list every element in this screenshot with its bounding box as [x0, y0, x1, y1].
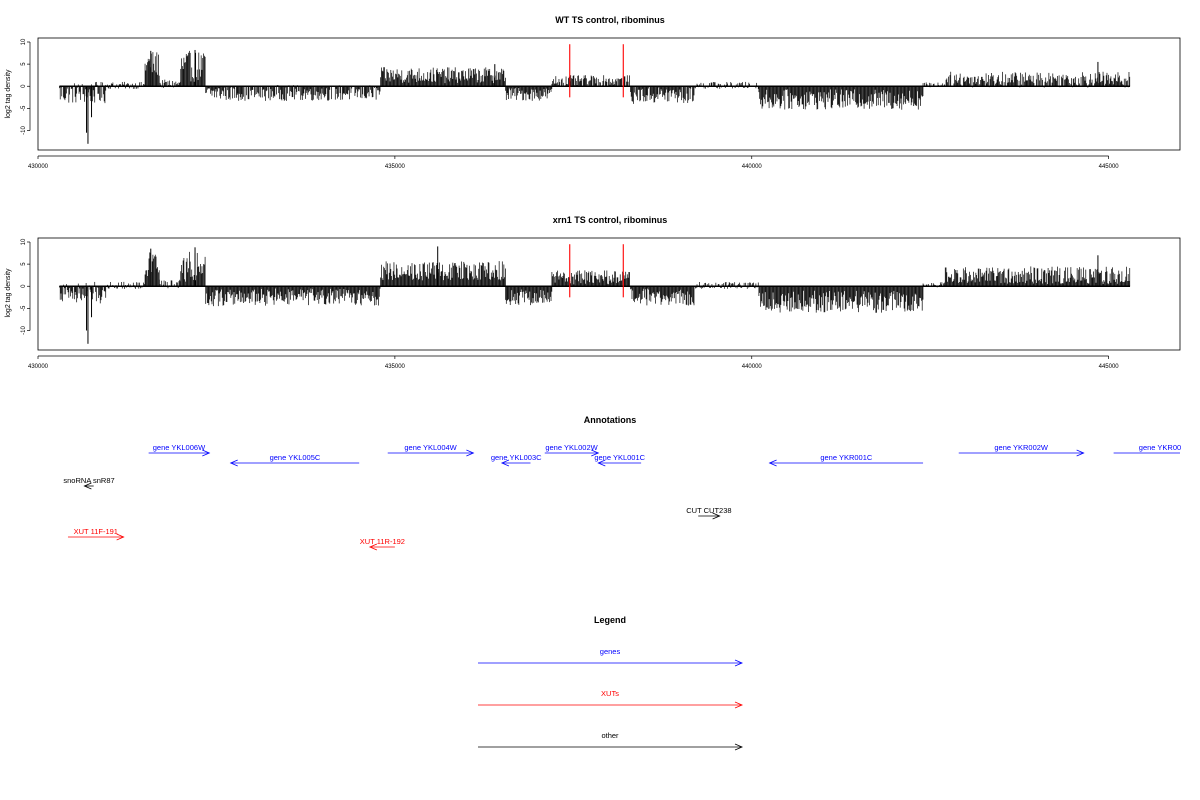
xrn1-ytick-label: 10	[21, 238, 27, 245]
legend-title: Legend	[594, 615, 626, 625]
annotation-feature: XUT 11R-192	[360, 537, 405, 551]
annotation-feature: XUT 11F-191	[67, 527, 125, 541]
arrow-head-right-icon	[734, 743, 744, 751]
wt-xtick-label: 445000	[1099, 164, 1120, 170]
xrn1-track-title: xrn1 TS control, ribominus	[553, 215, 668, 225]
annotation-feature: snoRNA snR87	[63, 476, 115, 490]
xrn1-track-frame	[37, 237, 1181, 351]
legend: Legend genes XUTs other	[478, 615, 744, 751]
annotation-feature: gene YKL005C	[229, 453, 360, 467]
annotation-feature: gene YKR001C	[768, 453, 924, 467]
wt-xtick-label: 435000	[385, 164, 406, 170]
wt-track-yaxis: 10 5 0 -5 -10	[21, 38, 31, 135]
annotation-label: XUT 11F-191	[74, 527, 118, 536]
arrow-head-right-icon	[116, 533, 125, 541]
arrow-head-left-icon	[597, 459, 606, 467]
arrow-head-left-icon	[83, 482, 92, 490]
xrn1-ytick-label: -10	[21, 326, 27, 335]
annotation-label: gene YKR002W	[994, 443, 1049, 452]
annotation-feature: gene YKR002W	[958, 443, 1085, 457]
wt-track-xaxis: 430000 435000 440000 445000	[28, 155, 1120, 170]
xrn1-xtick-label: 430000	[28, 364, 49, 370]
wt-track-markers	[569, 44, 624, 98]
annotation-label: gene YKL002W	[545, 443, 598, 452]
arrow-head-right-icon	[466, 449, 475, 457]
wt-track-frame	[37, 37, 1181, 151]
legend-items: genes XUTs other	[478, 647, 744, 751]
annotations-title: Annotations	[584, 415, 637, 425]
arrow-head-right-icon	[202, 449, 211, 457]
xrn1-xtick-label: 435000	[385, 364, 406, 370]
xrn1-track-bars	[59, 246, 1131, 344]
arrow-head-left-icon	[368, 543, 378, 551]
legend-item-xuts: XUTs	[478, 689, 744, 709]
xrn1-xtick-label: 440000	[742, 364, 763, 370]
annotation-feature: CUT CUT238	[686, 506, 732, 520]
wt-ytick-label: 10	[21, 38, 27, 45]
annotation-feature: gene YKR00	[1113, 443, 1181, 454]
legend-label: genes	[600, 647, 621, 656]
xrn1-track-ylabel: log2 tag density	[5, 268, 12, 318]
wt-ytick-label: -5	[21, 105, 27, 111]
annotation-feature: gene YKL001C	[594, 453, 646, 467]
annotation-label: gene YKL005C	[270, 453, 321, 462]
legend-item-other: other	[478, 731, 744, 751]
annotation-feature: gene YKL002W	[544, 443, 600, 457]
legend-label: XUTs	[601, 689, 619, 698]
arrow-head-left-icon	[768, 459, 777, 467]
annotation-feature: gene YKL004W	[387, 443, 475, 457]
wt-xtick-label: 430000	[28, 164, 49, 170]
annotation-label: gene YKR00	[1139, 443, 1181, 452]
wt-xtick-label: 440000	[742, 164, 763, 170]
annotation-label: gene YKL003C	[491, 453, 542, 462]
annotation-label: gene YKR001C	[820, 453, 873, 462]
arrow-head-left-icon	[500, 459, 510, 467]
annotation-label: gene YKL001C	[594, 453, 645, 462]
arrow-head-right-icon	[712, 512, 721, 520]
annotation-label: CUT CUT238	[686, 506, 731, 515]
xrn1-track-markers	[569, 244, 624, 298]
annotation-label: gene YKL004W	[404, 443, 457, 452]
wt-ytick-label: 0	[21, 84, 27, 88]
xrn1-ytick-label: -5	[21, 305, 27, 311]
wt-track: WT TS control, ribominus log2 tag densit…	[5, 15, 1181, 170]
annotation-label: snoRNA snR87	[63, 476, 114, 485]
legend-label: other	[601, 731, 619, 740]
xrn1-track: xrn1 TS control, ribominus log2 tag dens…	[5, 215, 1181, 370]
annotation-feature: gene YKL006W	[148, 443, 211, 457]
annotation-feature: gene YKL003C	[491, 453, 542, 467]
arrow-head-right-icon	[734, 659, 744, 667]
arrow-head-right-icon	[1076, 449, 1085, 457]
xrn1-ytick-label: 0	[21, 284, 27, 288]
arrow-head-left-icon	[229, 459, 238, 467]
annotation-label: XUT 11R-192	[360, 537, 405, 546]
xrn1-ytick-label: 5	[21, 262, 27, 266]
wt-track-bars	[59, 49, 1131, 144]
annotation-label: gene YKL006W	[153, 443, 206, 452]
xrn1-track-xaxis: 430000 435000 440000 445000	[28, 355, 1120, 370]
arrow-head-right-icon	[734, 701, 744, 709]
legend-item-genes: genes	[478, 647, 744, 667]
wt-track-title: WT TS control, ribominus	[555, 15, 665, 25]
wt-ytick-label: -10	[21, 126, 27, 135]
wt-track-ylabel: log2 tag density	[5, 69, 12, 119]
annotation-features: gene YKL006W gene YKL005C gene YKL004W gene…	[63, 443, 1181, 551]
wt-ytick-label: 5	[21, 62, 27, 66]
xrn1-xtick-label: 445000	[1099, 364, 1120, 370]
xrn1-track-yaxis: 10 5 0 -5 -10	[21, 238, 31, 335]
arrow-head-right-icon	[591, 449, 600, 457]
